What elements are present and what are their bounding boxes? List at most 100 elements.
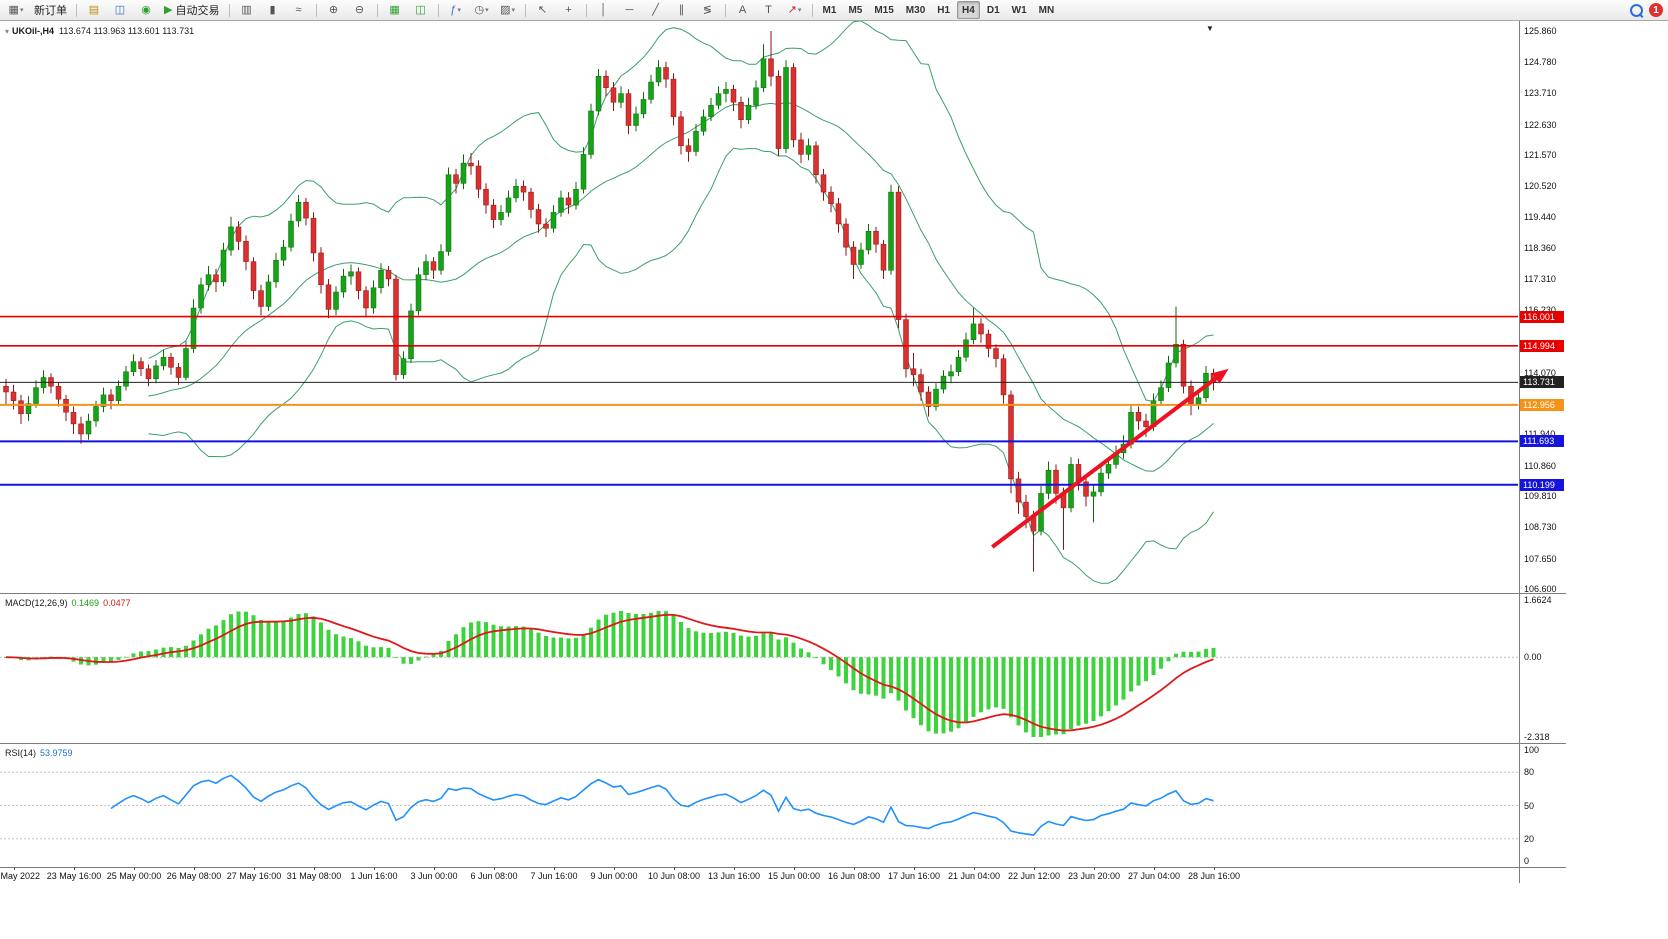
panel-separator[interactable]	[0, 867, 1566, 868]
rsi-scale-label: 20	[1524, 834, 1535, 844]
time-axis-label: 21 Jun 04:00	[947, 871, 1001, 881]
bar-chart-button[interactable]: ▥	[235, 1, 259, 19]
time-axis-label: 10 Jun 08:00	[647, 871, 701, 881]
rsi-scale-label: 100	[1524, 745, 1540, 755]
periods-button[interactable]: ◷ ▾	[470, 1, 494, 19]
time-tick	[434, 867, 435, 870]
time-tick	[914, 867, 915, 870]
templates-icon: ▨	[500, 3, 511, 16]
time-tick	[494, 867, 495, 870]
time-axis-label: 20 May 2022	[0, 871, 41, 881]
text-icon: A	[738, 3, 747, 16]
panel-separator[interactable]	[0, 743, 1566, 744]
search-icon[interactable]	[1630, 3, 1643, 17]
timeframe-w1[interactable]: W1	[1011, 4, 1027, 16]
time-tick	[974, 867, 975, 870]
vertical-line-button[interactable]: │	[592, 1, 616, 19]
price-axis-label: 114.070	[1524, 368, 1556, 378]
timeframe-d1[interactable]: D1	[986, 4, 1000, 16]
horizontal-line-button[interactable]: ─	[618, 1, 642, 19]
templates-button[interactable]: ▨ ▾	[496, 1, 520, 19]
time-axis-label: 23 May 16:00	[46, 871, 102, 881]
new-chart-button[interactable]: ▦ ▾	[4, 1, 28, 19]
time-tick	[1034, 867, 1035, 870]
navigator-button[interactable]: ◉	[134, 1, 158, 19]
channel-icon: ∥	[678, 3, 685, 16]
timeframe-h1[interactable]: H1	[937, 4, 951, 16]
market-watch-button[interactable]: ▤	[82, 1, 106, 19]
arrows-button[interactable]: ↗ ▾	[783, 1, 807, 19]
time-axis-label: 6 Jun 08:00	[470, 871, 518, 881]
chart-shift-marker[interactable]: ▼	[1206, 24, 1214, 33]
channel-button[interactable]: ∥	[670, 1, 694, 19]
caret-icon: ▾	[19, 7, 24, 14]
tile-windows-button[interactable]: ▦	[383, 1, 407, 19]
cursor-icon: ↖	[537, 3, 548, 16]
zoom-out-button[interactable]: ⊖	[348, 1, 372, 19]
timeframe-m30[interactable]: M30	[905, 4, 926, 16]
timeframe-group: M1 M5 M15 M30 H1 H4 D1 W1 MN	[817, 1, 1061, 19]
time-tick	[314, 867, 315, 870]
time-tick	[254, 867, 255, 870]
rsi-panel[interactable]	[0, 744, 1518, 867]
price-axis-label: 116.230	[1524, 305, 1556, 315]
crosshair-button[interactable]: +	[557, 1, 581, 19]
separator	[376, 3, 378, 17]
text-button[interactable]: A	[731, 1, 755, 19]
one-click-trading-icon[interactable]: ▾	[5, 27, 10, 36]
time-axis-label: 25 May 00:00	[106, 871, 162, 881]
fibonacci-button[interactable]: ≶	[696, 1, 720, 19]
text-label-button[interactable]: T	[757, 1, 781, 19]
timeframe-mn[interactable]: MN	[1038, 4, 1055, 16]
data-window-button[interactable]: ◫	[108, 1, 132, 19]
time-tick	[194, 867, 195, 870]
price-axis-label: 124.780	[1524, 57, 1557, 67]
time-tick	[554, 867, 555, 870]
time-tick	[134, 867, 135, 870]
time-axis-label: 15 Jun 00:00	[767, 871, 821, 881]
price-axis-label: 118.360	[1524, 243, 1556, 253]
candlestick-button[interactable]: ▮	[261, 1, 285, 19]
line-chart-button[interactable]: ≈	[287, 1, 311, 19]
horizontal-line-icon: ─	[625, 3, 634, 16]
trendline-button[interactable]: ╱	[644, 1, 668, 19]
rsi-scale-label: 50	[1524, 801, 1535, 811]
time-axis-label: 1 Jun 16:00	[350, 871, 398, 881]
candlestick-chart[interactable]	[0, 21, 1518, 593]
panel-separator[interactable]	[0, 593, 1566, 594]
price-line-badge: 114.994	[1520, 340, 1564, 352]
indicators-button[interactable]: ƒ ▾	[444, 1, 468, 19]
macd-panel[interactable]	[0, 594, 1518, 743]
time-tick	[794, 867, 795, 870]
price-axis-label: 109.810	[1524, 491, 1557, 501]
vertical-line-icon: │	[600, 3, 607, 16]
horizontal-lines	[0, 315, 1518, 486]
zoom-in-button[interactable]: ⊕	[322, 1, 346, 19]
separator	[585, 3, 587, 17]
time-axis[interactable]: 20 May 2022 23 May 16:00 25 May 00:00 26 Ma…	[0, 867, 1518, 884]
price-axis-label: 125.860	[1524, 26, 1557, 36]
macd-signal-value: 0.0477	[103, 598, 131, 608]
auto-arrange-button[interactable]: ◫	[409, 1, 433, 19]
crosshair-icon: +	[565, 3, 572, 16]
timeframe-m1[interactable]: M1	[822, 4, 837, 16]
caret-icon: ▾	[797, 7, 802, 14]
new-chart-icon: ▦	[8, 3, 19, 16]
price-axis-label: 123.710	[1524, 88, 1557, 98]
time-tick	[74, 867, 75, 870]
autotrading-play-icon: ▶	[164, 3, 173, 16]
macd-main-value: 0.1469	[71, 598, 100, 608]
price-axis-label: 111.940	[1524, 429, 1556, 439]
new-order-button[interactable]: 新订单	[30, 1, 71, 19]
trend-arrow[interactable]	[991, 368, 1229, 549]
time-axis-label: 3 Jun 00:00	[410, 871, 458, 881]
time-tick	[614, 867, 615, 870]
timeframe-h4[interactable]: H4	[957, 1, 980, 19]
cursor-button[interactable]: ↖	[531, 1, 555, 19]
notification-badge[interactable]: 1	[1649, 3, 1663, 17]
timeframe-m15[interactable]: M15	[874, 4, 894, 16]
autotrading-button[interactable]: ▶ 自动交易	[160, 1, 224, 19]
time-tick	[1154, 867, 1155, 870]
timeframe-m5[interactable]: M5	[848, 4, 863, 16]
macd-scale-label: 1.6624	[1524, 595, 1552, 605]
